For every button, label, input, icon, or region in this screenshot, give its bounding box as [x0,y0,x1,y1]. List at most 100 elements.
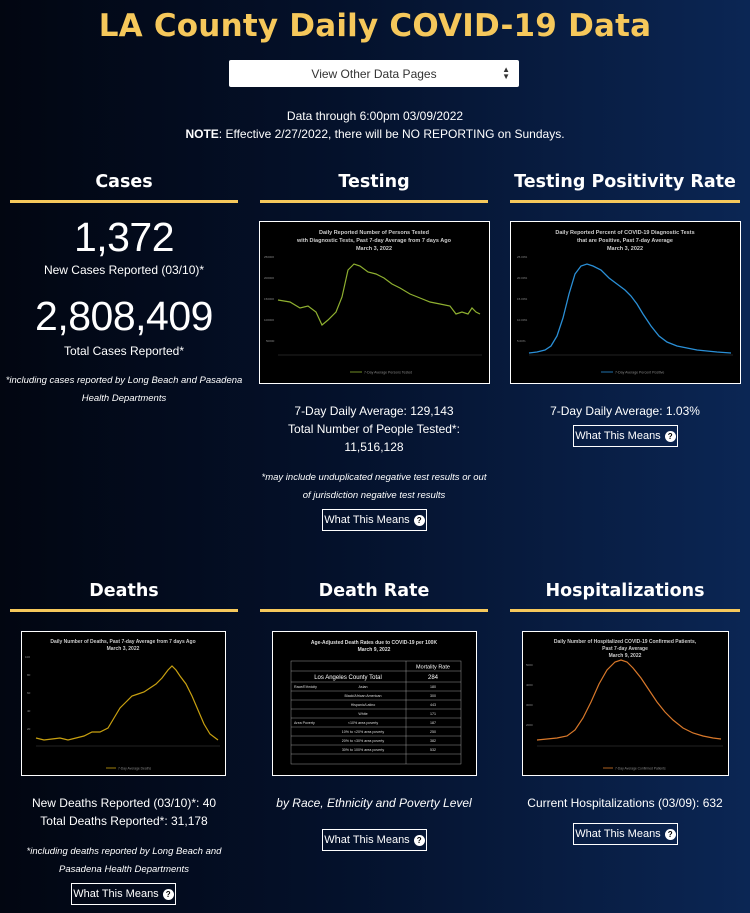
svg-text:15.00%: 15.00% [517,297,528,301]
hosp-chart-title-2: Past 7-day Average [602,646,648,652]
table-row-group: Area Poverty [294,721,315,725]
table-row-label: <10% area poverty [348,721,378,725]
svg-text:3000: 3000 [526,703,533,707]
svg-text:20.00%: 20.00% [517,276,528,280]
hospitalizations-chart[interactable]: Daily Number of Hospitalized COVID-19 Co… [522,631,729,776]
svg-text:80: 80 [27,673,31,677]
testing-chart-title-1: Daily Reported Number of Persons Tested [319,230,429,236]
table-row-value: 532 [430,748,436,752]
svg-text:100: 100 [25,655,30,659]
deaths-new: New Deaths Reported (03/10)*: 40 [31,796,217,810]
positivity-rule [510,200,740,203]
testing-what-this-means-button[interactable]: What This Means ? [322,509,427,531]
question-circle-icon: ? [664,430,676,442]
positivity-avg: 7-Day Daily Average: 1.03% [550,404,700,418]
deaths-heading: Deaths [89,581,159,601]
page-title: LA County Daily COVID-19 Data [98,8,652,44]
hosp-chart-title-3: March 9, 2022 [609,653,642,659]
table-row-value: 300 [430,694,436,698]
hosp-what-this-means-button[interactable]: What This Means ? [573,823,678,845]
death-rate-caption: by Race, Ethnicity and Poverty Level [276,796,472,810]
hospitalizations-rule [510,609,740,612]
svg-text:5000: 5000 [526,663,533,667]
testing-heading: Testing [338,172,410,192]
table-row-label: 20% to <30% area poverty [342,739,385,743]
svg-text:10.00%: 10.00% [517,318,528,322]
death-rate-table-image[interactable]: Age-Adjusted Death Rates due to COVID-19… [272,631,477,776]
table-row-label: 10% to <20% area poverty [342,730,385,734]
testing-total-value: 11,516,128 [344,440,404,454]
select-label: View Other Data Pages [311,66,437,81]
svg-text:7-Day Average Persons Tested: 7-Day Average Persons Tested [364,371,412,375]
cases-heading: Cases [95,172,153,192]
positivity-chart[interactable]: Daily Reported Percent of COVID-19 Diagn… [510,221,741,384]
button-label: What This Means [324,514,410,526]
death-rate-what-this-means-button[interactable]: What This Means ? [322,829,427,851]
testing-rule [260,200,488,203]
question-circle-icon: ? [664,828,676,840]
question-circle-icon: ? [413,834,425,846]
new-cases-label: New Cases Reported (03/10)* [43,263,205,277]
svg-text:7-Day Average Deaths: 7-Day Average Deaths [118,767,151,771]
testing-chart-title-3: March 3, 2022 [356,246,392,252]
button-label: What This Means [324,834,410,846]
table-row-label: Asian [359,685,368,689]
testing-avg: 7-Day Daily Average: 129,143 [294,404,454,418]
table-row-label: Black/African American [345,694,382,698]
svg-text:50000: 50000 [266,339,275,343]
deaths-footnote-line2: Pasadena Health Departments [59,864,189,875]
deaths-series-line [35,665,219,741]
total-cases-label: Total Cases Reported* [63,344,185,358]
deaths-what-this-means-button[interactable]: What This Means ? [71,883,176,905]
table-header: Mortality Rate [416,665,450,671]
death-rate-title-2: March 9, 2022 [358,647,391,653]
positivity-chart-title-1: Daily Reported Percent of COVID-19 Diagn… [555,230,694,236]
svg-text:150000: 150000 [264,297,274,301]
testing-chart[interactable]: Daily Reported Number of Persons Tested … [259,221,490,384]
testing-footnote-line2: of jurisdiction negative test results [302,490,446,501]
positivity-what-this-means-button[interactable]: What This Means ? [573,425,678,447]
deaths-total: Total Deaths Reported*: 31,178 [40,814,208,828]
hosp-chart-title-1: Daily Number of Hospitalized COVID-19 Co… [554,639,697,645]
svg-text:7-Day Average Confirmed Patien: 7-Day Average Confirmed Patients [615,767,666,771]
svg-text:20: 20 [27,727,31,731]
testing-chart-title-2: with Diagnostic Tests, Past 7-day Averag… [296,238,452,244]
question-circle-icon: ? [162,888,174,900]
hosp-series-line [536,659,722,741]
positivity-chart-title-3: March 3, 2022 [607,246,643,252]
svg-text:60: 60 [27,691,31,695]
deaths-chart-title-2: March 3, 2022 [107,646,140,652]
data-pages-select[interactable]: View Other Data Pages ▲ ▼ [229,60,519,87]
positivity-series-line [528,263,732,354]
death-rate-rule [260,609,488,612]
svg-text:250000: 250000 [264,255,274,259]
positivity-heading: Testing Positivity Rate [514,172,736,192]
testing-footnote-line1: *may include unduplicated negative test … [261,472,487,483]
deaths-chart[interactable]: Daily Number of Deaths, Past 7-day Avera… [21,631,226,776]
svg-text:5.00%: 5.00% [517,339,526,343]
testing-series-line [277,263,481,326]
total-cases-value: 2,808,409 [35,293,213,339]
svg-text:200000: 200000 [264,276,274,280]
button-label: What This Means [73,888,159,900]
question-circle-icon: ? [413,514,425,526]
reporting-note: NOTE: Effective 2/27/2022, there will be… [0,127,750,141]
table-row-group: Race/Ethnicity [294,685,317,689]
death-rate-title-1: Age-Adjusted Death Rates due to COVID-19… [311,640,438,646]
new-cases-value: 1,372 [73,214,175,260]
select-arrows-icon: ▲ ▼ [502,65,510,81]
hosp-current: Current Hospitalizations (03/09): 632 [527,796,723,810]
note-text: : Effective 2/27/2022, there will be NO … [218,127,565,141]
svg-text:4000: 4000 [526,683,533,687]
button-label: What This Means [575,430,661,442]
svg-text:100000: 100000 [264,318,274,322]
cases-footnote: *including cases reported by Long Beach … [0,372,248,408]
positivity-chart-title-2: that are Positive, Past 7-day Average [577,238,673,244]
svg-text:25.00%: 25.00% [517,255,528,259]
table-row-value: 250 [430,730,436,734]
deaths-chart-title-1: Daily Number of Deaths, Past 7-day Avera… [50,639,195,645]
deaths-footnote: *including deaths reported by Long Beach… [0,843,248,879]
death-rate-heading: Death Rate [318,581,430,601]
cases-footnote-line2: Health Departments [81,393,167,404]
svg-text:2000: 2000 [526,723,533,727]
